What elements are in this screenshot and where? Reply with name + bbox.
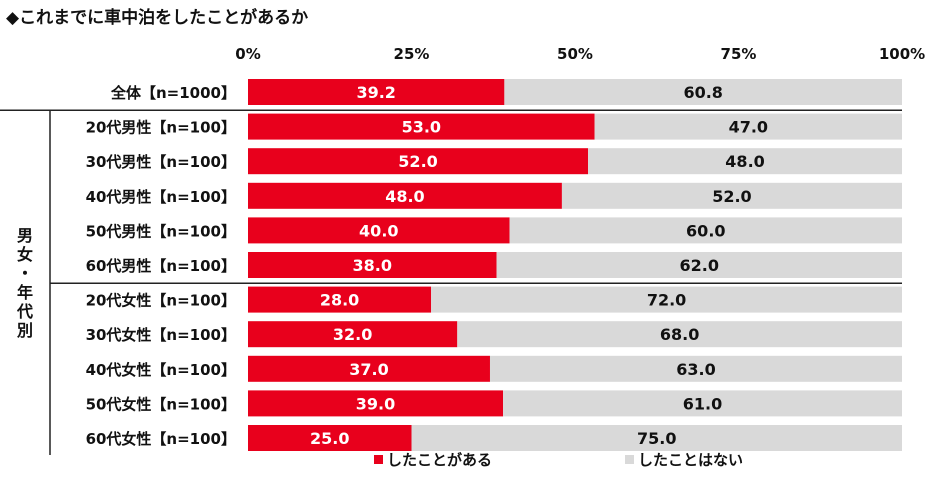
legend: したことがある したことはない — [374, 451, 743, 469]
category-label: 30代女性【n=100】 — [86, 326, 236, 344]
x-tick-label: 0% — [235, 45, 260, 63]
value-label-done: 32.0 — [333, 325, 372, 344]
bar-segment-done — [248, 321, 458, 348]
bar-segment-not-done — [431, 286, 902, 313]
legend-label: したことがある — [387, 451, 492, 469]
bar-segment-done — [248, 217, 510, 244]
value-label-not-done: 68.0 — [660, 325, 699, 344]
legend-swatch — [374, 455, 383, 464]
value-label-done: 37.0 — [349, 360, 388, 379]
separator-lines — [0, 109, 902, 455]
value-label-not-done: 61.0 — [683, 394, 722, 413]
bar-segment-done — [248, 286, 432, 313]
bar-segment-done — [248, 252, 497, 278]
group-label-char: 代 — [16, 302, 33, 321]
bar-segment-not-done — [489, 355, 902, 382]
category-label: 40代男性【n=100】 — [86, 188, 236, 206]
group-label-char: ・ — [17, 264, 33, 283]
category-label: 60代女性【n=100】 — [86, 430, 236, 448]
group-label-char: 女 — [17, 245, 33, 264]
value-label-not-done: 60.0 — [686, 221, 725, 240]
group-label-char: 年 — [17, 283, 33, 302]
bars — [248, 79, 902, 451]
bar-segment-done — [248, 425, 412, 451]
value-label-not-done: 48.0 — [725, 152, 764, 171]
bar-segment-done — [248, 182, 562, 209]
value-label-done: 39.2 — [356, 83, 395, 102]
bar-segment-not-done — [504, 79, 902, 105]
category-label: 30代男性【n=100】 — [86, 153, 236, 171]
category-label: 20代女性【n=100】 — [86, 292, 236, 310]
chart-title: ◆これまでに車中泊をしたことがあるか — [6, 8, 309, 28]
value-label-not-done: 47.0 — [729, 118, 768, 137]
group-label: 男女・年代別 — [16, 226, 33, 340]
value-label-not-done: 72.0 — [647, 291, 686, 310]
bar-segment-not-done — [503, 390, 902, 417]
bar-segment-not-done — [457, 321, 902, 348]
group-label-char: 別 — [17, 321, 33, 340]
value-label-done: 53.0 — [402, 118, 441, 137]
category-label: 50代女性【n=100】 — [86, 395, 236, 413]
category-label: 50代男性【n=100】 — [86, 222, 236, 240]
value-label-done: 28.0 — [320, 291, 359, 310]
value-label-not-done: 75.0 — [637, 429, 676, 448]
x-tick-label: 50% — [557, 45, 593, 63]
x-axis-ticks: 0% 25% 50% 75% 100% — [235, 45, 925, 63]
x-tick-label: 75% — [721, 45, 757, 63]
value-label-done: 39.0 — [356, 394, 395, 413]
value-label-not-done: 52.0 — [712, 187, 751, 206]
value-label-not-done: 63.0 — [676, 360, 715, 379]
value-label-done: 40.0 — [359, 221, 398, 240]
bar-segment-done — [248, 79, 505, 105]
bar-segment-not-done — [496, 252, 902, 278]
category-label: 全体【n=1000】 — [110, 84, 236, 102]
value-label-done: 38.0 — [353, 256, 392, 275]
value-label-done: 48.0 — [385, 187, 424, 206]
value-label-done: 52.0 — [398, 152, 437, 171]
legend-swatch — [625, 455, 634, 464]
bar-segment-not-done — [594, 113, 902, 140]
group-label-char: 男 — [17, 226, 33, 245]
x-tick-label: 100% — [879, 45, 925, 63]
category-labels: 全体【n=1000】 20代男性【n=100】 30代男性【n=100】 40代男性【… — [86, 84, 236, 448]
bar-segment-done — [248, 148, 589, 175]
bar-segment-not-done — [411, 425, 902, 451]
x-tick-label: 25% — [394, 45, 430, 63]
category-label: 20代男性【n=100】 — [86, 119, 236, 137]
bar-segment-done — [248, 355, 490, 382]
category-label: 60代男性【n=100】 — [86, 257, 236, 275]
bar-segment-done — [248, 390, 504, 417]
value-labels: 39.2 60.8 53.0 47.0 52.0 48.0 48.0 52.0 40.0 60.0… — [310, 83, 768, 448]
bar-segment-not-done — [561, 182, 902, 209]
bar-segment-not-done — [509, 217, 902, 244]
category-label: 40代女性【n=100】 — [86, 361, 236, 379]
value-label-not-done: 62.0 — [680, 256, 719, 275]
legend-label: したことはない — [638, 451, 743, 469]
value-label-not-done: 60.8 — [683, 83, 722, 102]
bar-segment-done — [248, 113, 595, 140]
bar-segment-not-done — [588, 148, 902, 175]
value-label-done: 25.0 — [310, 429, 349, 448]
